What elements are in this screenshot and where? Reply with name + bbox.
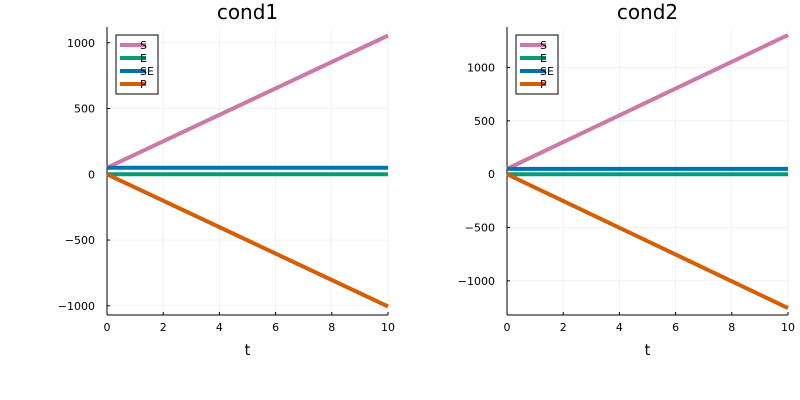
y-tick-label: 1000: [467, 62, 495, 75]
series-line-p: [506, 172, 789, 310]
x-tick-label: 0: [504, 321, 511, 334]
x-tick-label: 4: [616, 321, 623, 334]
legend-label-se: SE: [540, 65, 554, 78]
legend-label-s: S: [540, 39, 547, 52]
x-tick-label: 2: [160, 321, 167, 334]
x-tick-label: 10: [381, 321, 395, 334]
y-tick-label: 0: [488, 168, 495, 181]
x-axis-label: t: [645, 341, 651, 359]
series-line-s: [506, 33, 789, 171]
legend-label-s: S: [140, 39, 147, 52]
x-tick-label: 6: [672, 321, 679, 334]
y-tick-label: −1000: [458, 275, 495, 288]
x-tick-label: 4: [216, 321, 223, 334]
y-tick-label: 1000: [67, 37, 95, 50]
x-tick-label: 0: [104, 321, 111, 334]
legend-label-se: SE: [140, 65, 154, 78]
y-tick-label: −500: [65, 234, 95, 247]
chart-title: cond2: [617, 0, 678, 24]
x-tick-label: 2: [560, 321, 567, 334]
legend-label-e: E: [540, 52, 547, 65]
chart-title: cond1: [217, 0, 278, 24]
series-group: [506, 33, 789, 310]
x-tick-label: 8: [728, 321, 735, 334]
x-tick-label: 6: [272, 321, 279, 334]
x-axis-label: t: [245, 341, 251, 359]
x-tick-label: 10: [781, 321, 795, 334]
legend-label-p: P: [140, 78, 147, 91]
series-line-s: [106, 33, 389, 170]
y-tick-label: −500: [465, 222, 495, 235]
y-tick-label: 0: [88, 168, 95, 181]
y-tick-label: 500: [474, 115, 495, 128]
x-tick-label: 8: [328, 321, 335, 334]
series-line-p: [106, 172, 389, 309]
series-group: [106, 33, 389, 309]
y-tick-label: −1000: [58, 300, 95, 313]
legend-label-e: E: [140, 52, 147, 65]
legend-label-p: P: [540, 78, 547, 91]
y-tick-label: 500: [74, 103, 95, 116]
